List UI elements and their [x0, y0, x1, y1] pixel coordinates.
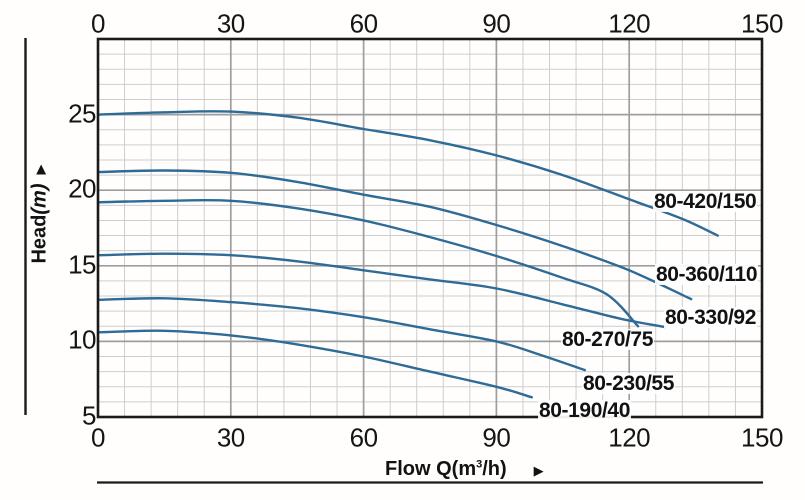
curve-80-190/40	[96, 329, 533, 399]
right-arrow-icon: ▶	[533, 463, 544, 478]
x-axis-title: Flow Q(m3/h) ▶	[385, 458, 544, 481]
curve-80-330/92	[96, 198, 640, 328]
curve-80-230/55	[96, 297, 587, 372]
pump-curves	[96, 110, 719, 399]
x-axis-title-text: Flow Q(m3/h)	[385, 458, 507, 480]
curve-80-270/75	[96, 252, 666, 329]
plot-border	[96, 37, 764, 419]
major-gridlines	[98, 39, 762, 417]
curve-80-360/110	[96, 169, 693, 301]
y-axis-title-text: Head(m)	[28, 183, 51, 264]
minor-gridlines	[98, 39, 762, 417]
up-arrow-icon: ▶	[32, 164, 48, 175]
y-axis-title: Head(m) ▶	[29, 164, 52, 263]
curve-80-420/150	[96, 110, 719, 237]
